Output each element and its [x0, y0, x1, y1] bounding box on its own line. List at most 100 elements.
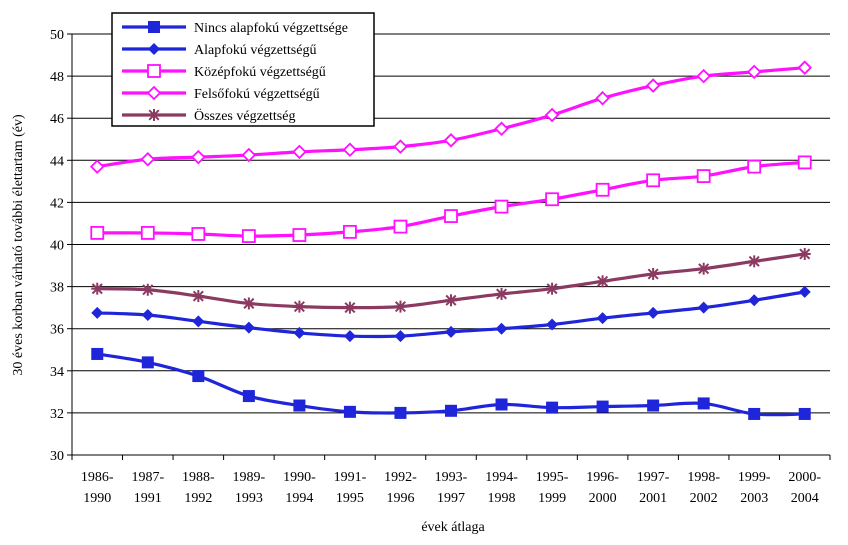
data-point — [141, 356, 154, 369]
x-tick-label: 2000 — [589, 491, 617, 506]
y-tick-label: 44 — [50, 154, 64, 169]
data-point — [697, 301, 710, 314]
data-point — [595, 90, 610, 106]
series-5 — [91, 247, 811, 314]
data-point — [495, 398, 508, 411]
data-point — [445, 404, 457, 417]
data-point — [494, 199, 509, 214]
data-point — [445, 325, 457, 338]
x-tick-label: 1996- — [586, 470, 619, 485]
y-tick-label: 40 — [50, 239, 64, 254]
data-point — [545, 192, 559, 207]
legend-marker — [146, 85, 162, 101]
data-point — [394, 330, 407, 343]
data-point — [697, 397, 710, 410]
series-4 — [89, 60, 813, 174]
series-2 — [91, 285, 811, 343]
x-tick-label: 1988- — [182, 470, 215, 485]
data-point — [746, 64, 762, 80]
data-point — [292, 228, 307, 242]
data-point — [192, 315, 205, 328]
data-point — [747, 159, 762, 174]
data-point — [394, 406, 407, 419]
data-point — [596, 400, 609, 413]
data-point — [241, 229, 256, 243]
data-point — [91, 347, 104, 360]
data-point — [697, 262, 710, 275]
x-tick-label: 1999 — [538, 491, 566, 506]
x-tick-label: 1992 — [184, 491, 212, 506]
legend-label: Nincs alapfokú végzettsége — [194, 21, 348, 36]
y-tick-label: 34 — [50, 365, 64, 380]
data-point — [696, 68, 711, 84]
data-point — [748, 255, 761, 268]
x-tick-label: 1990 — [83, 491, 111, 506]
x-tick-label: 1995- — [536, 470, 569, 485]
data-point — [140, 226, 155, 240]
data-point — [242, 297, 255, 310]
data-point — [91, 306, 104, 319]
x-tick-label: 1997- — [637, 470, 670, 485]
data-point — [292, 144, 307, 160]
legend-marker — [148, 21, 160, 33]
legend-item: Középfokú végzettségű — [122, 64, 326, 80]
data-point — [647, 399, 660, 412]
series-group — [89, 60, 813, 420]
data-point — [443, 133, 459, 148]
legend-marker — [148, 109, 160, 121]
data-point — [596, 312, 609, 325]
data-point — [393, 139, 408, 154]
legend-label: Alapfokú végzettségű — [194, 43, 316, 58]
data-point — [595, 182, 610, 197]
data-point — [293, 300, 306, 313]
data-point — [546, 401, 559, 414]
y-tick-label: 32 — [50, 407, 64, 422]
legend: Nincs alapfokú végzettsége Alapfokú végze… — [111, 12, 375, 127]
x-tick-label: 2003 — [740, 491, 768, 506]
legend-item: Összes végzettség — [122, 107, 295, 124]
data-point — [343, 224, 357, 239]
data-point — [798, 407, 811, 420]
x-tick-label: 1989- — [233, 470, 266, 485]
data-point — [394, 300, 407, 313]
y-tick-label: 42 — [50, 196, 64, 211]
data-point — [141, 283, 154, 296]
data-point — [495, 322, 508, 335]
legend-label: Középfokú végzettségű — [194, 65, 326, 80]
y-tick-label: 50 — [50, 28, 64, 43]
legend-item: Alapfokú végzettségű — [122, 43, 316, 58]
data-point — [797, 60, 813, 75]
data-point — [343, 405, 356, 418]
x-tick-label: 2002 — [690, 491, 718, 506]
x-tick-label: 1995 — [336, 491, 364, 506]
x-tick-label: 1996 — [386, 491, 414, 506]
data-point — [241, 147, 257, 163]
y-tick-label: 36 — [50, 323, 64, 338]
y-tick-label: 38 — [50, 281, 64, 296]
x-tick-label: 1998- — [687, 470, 720, 485]
x-tick-label: 1991- — [334, 470, 367, 485]
data-point — [191, 149, 206, 165]
data-point — [445, 294, 457, 307]
y-tick-label: 48 — [50, 70, 64, 85]
y-tick-label: 30 — [50, 449, 64, 464]
data-point — [293, 399, 306, 412]
data-point — [797, 155, 812, 170]
x-tick-label: 2001 — [639, 491, 667, 506]
data-point — [444, 209, 458, 223]
x-tick-label: 1994- — [485, 470, 518, 485]
data-point — [192, 370, 205, 383]
legend-marker — [147, 64, 161, 78]
legend-item: Nincs alapfokú végzettsége — [122, 21, 348, 36]
legend-label: Összes végzettség — [194, 107, 295, 124]
data-point — [91, 282, 104, 295]
data-point — [192, 290, 205, 303]
x-tick-label: 1992- — [384, 470, 417, 485]
data-point — [495, 287, 508, 300]
legend-item: Felsőfokú végzettségű — [122, 85, 320, 102]
data-point — [748, 294, 761, 307]
data-point — [596, 275, 609, 288]
x-tick-label: 1997 — [437, 491, 465, 506]
data-point — [242, 321, 255, 334]
